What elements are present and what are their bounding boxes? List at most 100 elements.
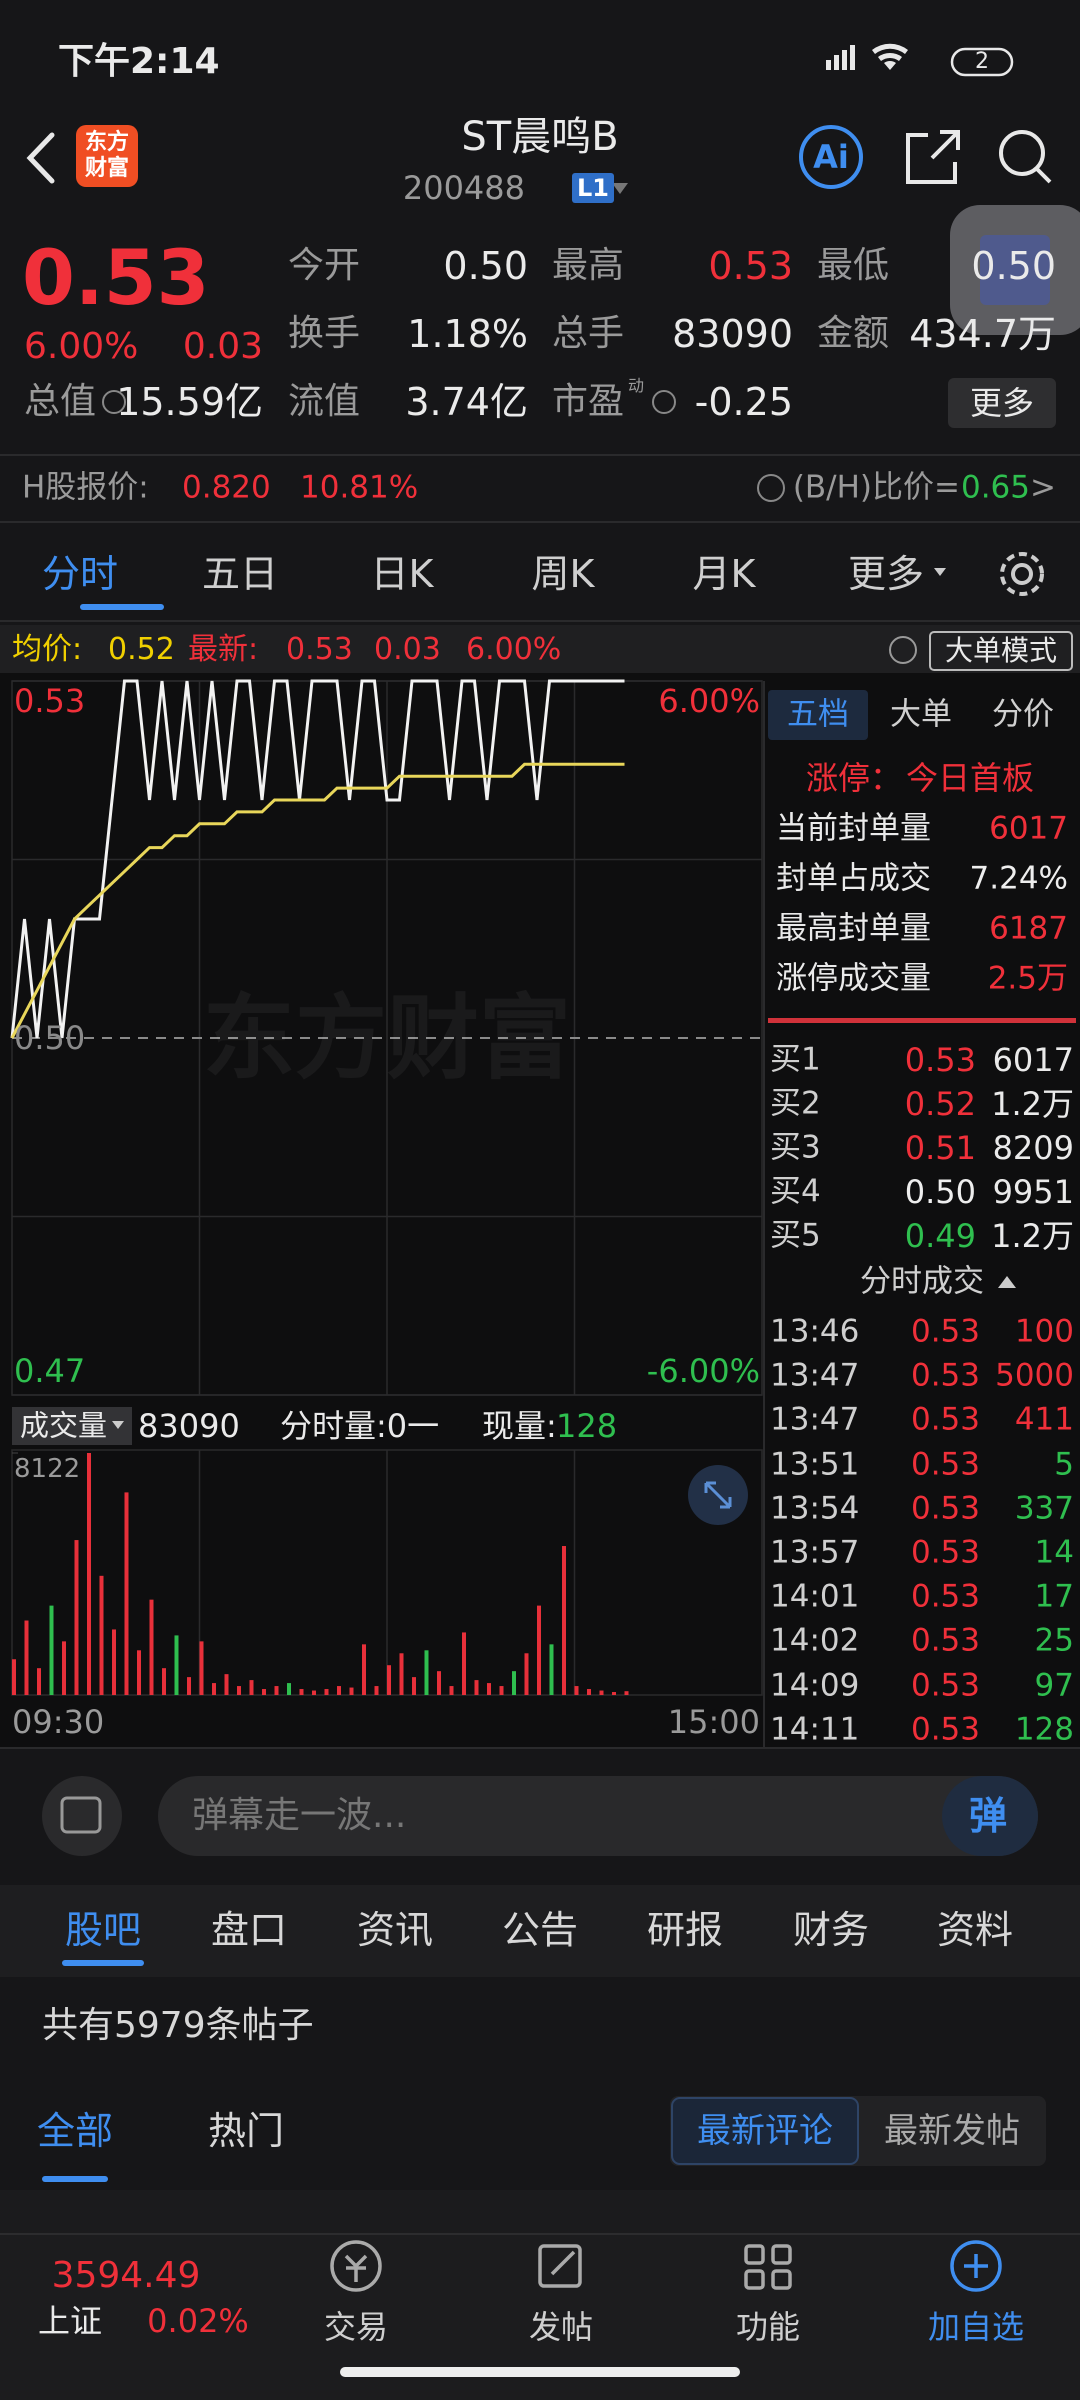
bid-price: 0.51 [904,1129,976,1167]
volume-bar [437,1671,441,1695]
info-bar-bg [0,625,1080,673]
forum-tab[interactable]: 盘口 [210,1908,288,1952]
volume-bar [499,1686,504,1695]
trade-price: 0.53 [910,1534,980,1571]
back-button[interactable] [26,132,55,184]
level-dropdown[interactable] [612,183,628,194]
level-badge[interactable]: L1 [572,173,614,203]
volume-dropdown[interactable] [112,1421,124,1429]
forum-tab[interactable]: 资讯 [356,1908,434,1952]
volume-period[interactable]: 分时量:0一 [280,1407,440,1445]
nav-item[interactable]: 发帖 [528,2308,594,2346]
nav-item[interactable]: 加自选 [927,2308,1025,2346]
bid-level: 买1 [770,1041,821,1078]
limit-stat-label: 封单占成交 [776,860,931,897]
danmaku-toggle[interactable] [42,1776,122,1856]
trade-price: 0.53 [910,1578,980,1615]
y-tick-label: 0.47 [14,1352,86,1390]
comment-placeholder[interactable]: 弹幕走一波... [192,1795,407,1836]
sort-option[interactable]: 最新评论 [697,2111,833,2151]
more-dropdown[interactable] [934,568,946,576]
ai-button[interactable] [799,125,863,189]
volume-bar [162,1668,166,1695]
trade-price: 0.53 [910,1711,980,1748]
panel-tab[interactable]: 五档 [787,696,849,733]
volume-bar [287,1683,291,1695]
logo-text: 财富 [84,156,130,181]
trade-volume: 128 [1014,1711,1074,1748]
bid-price: 0.53 [904,1041,976,1079]
panel-tab[interactable]: 大单 [890,696,952,733]
nav-item[interactable]: 功能 [735,2308,801,2346]
stat-value: 15.59亿 [116,380,263,424]
index-value[interactable]: 3594.49 [51,2255,201,2296]
sort-option[interactable]: 最新发帖 [884,2111,1020,2151]
ai-icon: Ai [813,138,849,176]
battery-level: 2 [975,49,989,74]
mode-button[interactable]: 大单模式 [944,634,1058,667]
volume-bar [137,1650,141,1695]
forum-tab[interactable]: 资料 [936,1908,1014,1952]
floating-bubble-icon [980,235,1050,305]
y2-tick-label: -6.00% [646,1352,760,1390]
volume-bar [549,1644,554,1695]
trades-sort[interactable] [998,1276,1016,1288]
stat-label: 最高 [552,245,625,286]
more-button-bg[interactable] [948,378,1056,428]
volume-bar [462,1632,466,1695]
chart-tab[interactable]: 周K [531,552,595,596]
filter-underline [42,2176,108,2182]
nav-item[interactable]: 交易 [323,2308,389,2346]
info-icon[interactable] [652,390,676,414]
panel-tab-active-bg [768,690,868,740]
nav-icons [330,2240,1002,2292]
bid-price: 0.49 [904,1217,976,1255]
limit-stat-label: 涨停成交量 [776,960,931,997]
mode-button-frame[interactable] [929,631,1073,671]
danmaku-button-bg[interactable] [942,1776,1038,1856]
chart-tab[interactable]: 月K [692,552,756,596]
share-button[interactable] [906,130,960,184]
search-button[interactable] [999,130,1052,184]
y-tick-label: 0.50 [14,1019,86,1057]
limit-label: 涨停： [806,759,903,797]
comment-input[interactable] [158,1776,1038,1856]
more-button[interactable]: 更多 [969,384,1035,422]
h-share-arrow[interactable]: > [1030,469,1056,506]
chart-tab[interactable]: 更多 [847,552,925,596]
forum-tab[interactable]: 财务 [792,1908,870,1952]
bid-volume: 8209 [992,1129,1074,1167]
volume-bar [574,1686,579,1695]
h-share-ratio-label: (B/H)比价= [792,469,960,506]
filter-tab[interactable]: 热门 [207,2109,285,2153]
volume-bar [399,1653,404,1695]
trade-price: 0.53 [910,1313,980,1350]
volume-bar [312,1690,316,1695]
forum-tab[interactable]: 研报 [646,1908,724,1952]
bid-level: 买2 [770,1085,821,1122]
forum-tab[interactable]: 股吧 [64,1908,142,1952]
volume-select-bg[interactable] [12,1407,132,1445]
volume-bar [274,1686,279,1695]
bid-price: 0.50 [904,1173,976,1211]
forum-tab[interactable]: 公告 [501,1908,579,1952]
volume-select[interactable]: 成交量 [20,1408,108,1443]
chart-tab[interactable]: 日K [370,552,434,596]
volume-tick-label: 8122 [14,1454,81,1484]
change-pct: 6.00% [24,326,139,367]
stat-label: 市盈 [552,381,625,422]
latest-change: 0.03 [374,632,441,667]
chart-tab[interactable]: 五日 [201,552,279,596]
stat-label: 流值 [288,381,361,422]
help-icon[interactable] [757,474,785,502]
sort-active-bg[interactable] [671,2097,859,2165]
info-icon[interactable] [102,390,126,414]
volume-bar [449,1686,454,1695]
chart-tab[interactable]: 分时 [41,552,119,596]
danmaku-button[interactable]: 弹 [968,1794,1008,1838]
filter-tab[interactable]: 全部 [36,2109,114,2153]
settings-button[interactable] [1000,552,1044,596]
limit-stat-value: 6017 [989,810,1068,847]
panel-tab[interactable]: 分价 [992,696,1054,733]
help-icon[interactable] [889,636,917,664]
